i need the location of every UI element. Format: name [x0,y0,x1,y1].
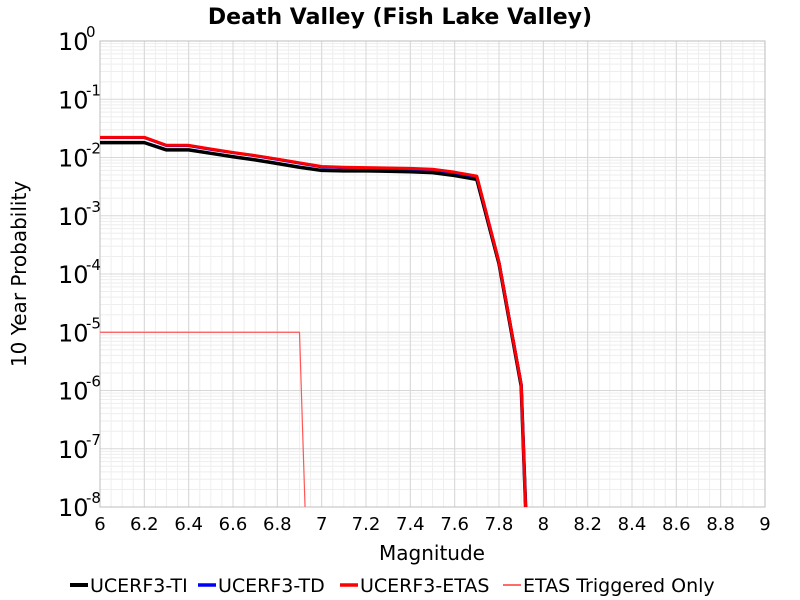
series-line-ucerf3-ti [100,140,528,508]
y-tick-label: 10-8 [58,489,101,522]
series-line-ucerf3-etas [100,135,528,508]
legend-label-ucerf3-td: UCERF3-TD [218,575,325,597]
x-tick-label: 7 [316,514,327,535]
y-tick-base: 10 [58,378,89,406]
legend-label-etas-triggered-only: ETAS Triggered Only [523,575,715,597]
y-tick-base: 10 [58,494,89,522]
chart-title: Death Valley (Fish Lake Valley) [208,5,592,30]
x-tick-label: 6.8 [263,514,292,535]
x-axis-ticks: 6 6.2 6.4 6.6 6.8 7 7.2 7.4 7.6 7.8 8 8.2 8.4 8.6 8.8 9 [94,514,770,535]
y-tick-base: 10 [58,145,89,173]
legend-item-ucerf3-td: UCERF3-TD [198,575,325,597]
plot-area-frame [99,40,766,508]
x-tick-label: 8.6 [662,514,691,535]
legend-item-ucerf3-etas: UCERF3-ETAS [340,575,489,597]
y-tick-exponent: -3 [86,198,101,216]
x-tick-label: 8.8 [706,514,735,535]
legend: UCERF3-TI UCERF3-TD UCERF3-ETAS ETAS Trigge… [70,575,715,597]
y-tick-base: 10 [58,86,89,114]
y-tick-base: 10 [58,436,89,464]
x-tick-label: 8.2 [573,514,602,535]
legend-item-ucerf3-ti: UCERF3-TI [70,575,188,597]
y-tick-base: 10 [58,203,89,231]
x-tick-label: 7.4 [396,514,425,535]
y-tick-label: 10-6 [58,373,101,406]
x-tick-label: 8 [538,514,549,535]
y-tick-label: 100 [58,23,96,56]
y-tick-exponent: -7 [86,431,101,449]
x-tick-label: 9 [759,514,770,535]
y-tick-exponent: -1 [86,81,101,99]
x-tick-label: 6.6 [219,514,248,535]
legend-item-etas-triggered-only: ETAS Triggered Only [503,575,715,597]
x-tick-label: 7.2 [352,514,381,535]
y-tick-base: 10 [58,261,89,289]
legend-label-ucerf3-etas: UCERF3-ETAS [360,575,489,597]
y-tick-label: 10-4 [58,256,101,289]
y-tick-label: 10-1 [58,81,101,114]
x-tick-label: 8.4 [618,514,647,535]
y-tick-label: 10-5 [58,314,101,347]
y-axis-label: 10 Year Probability [7,181,31,367]
y-tick-exponent: -8 [86,489,101,507]
x-tick-label: 6 [94,514,105,535]
series-line-etas-triggered-only [100,331,306,508]
y-tick-label: 10-3 [58,198,101,231]
y-tick-exponent: -5 [86,314,101,332]
x-axis-label: Magnitude [379,541,485,565]
y-tick-exponent: -6 [86,373,101,391]
y-tick-label: 10-7 [58,431,101,464]
y-tick-base: 10 [58,28,89,56]
x-tick-label: 6.2 [130,514,159,535]
x-tick-label: 7.6 [440,514,469,535]
legend-label-ucerf3-ti: UCERF3-TI [90,575,188,597]
series-lines [100,135,528,508]
y-tick-exponent: 0 [86,23,96,41]
y-tick-exponent: -2 [86,140,101,158]
y-tick-exponent: -4 [86,256,101,274]
y-tick-base: 10 [58,319,89,347]
x-tick-label: 7.8 [485,514,514,535]
x-tick-label: 6.4 [174,514,203,535]
y-tick-label: 10-2 [58,140,101,173]
